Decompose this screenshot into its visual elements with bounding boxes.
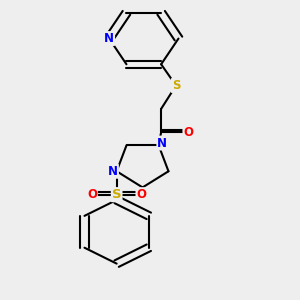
Text: O: O [87, 188, 97, 201]
Text: N: N [104, 32, 114, 45]
Text: S: S [112, 188, 122, 201]
Text: N: N [108, 165, 118, 178]
Text: S: S [172, 79, 180, 92]
Text: O: O [183, 126, 194, 139]
Text: N: N [157, 136, 167, 149]
Text: O: O [136, 188, 146, 201]
